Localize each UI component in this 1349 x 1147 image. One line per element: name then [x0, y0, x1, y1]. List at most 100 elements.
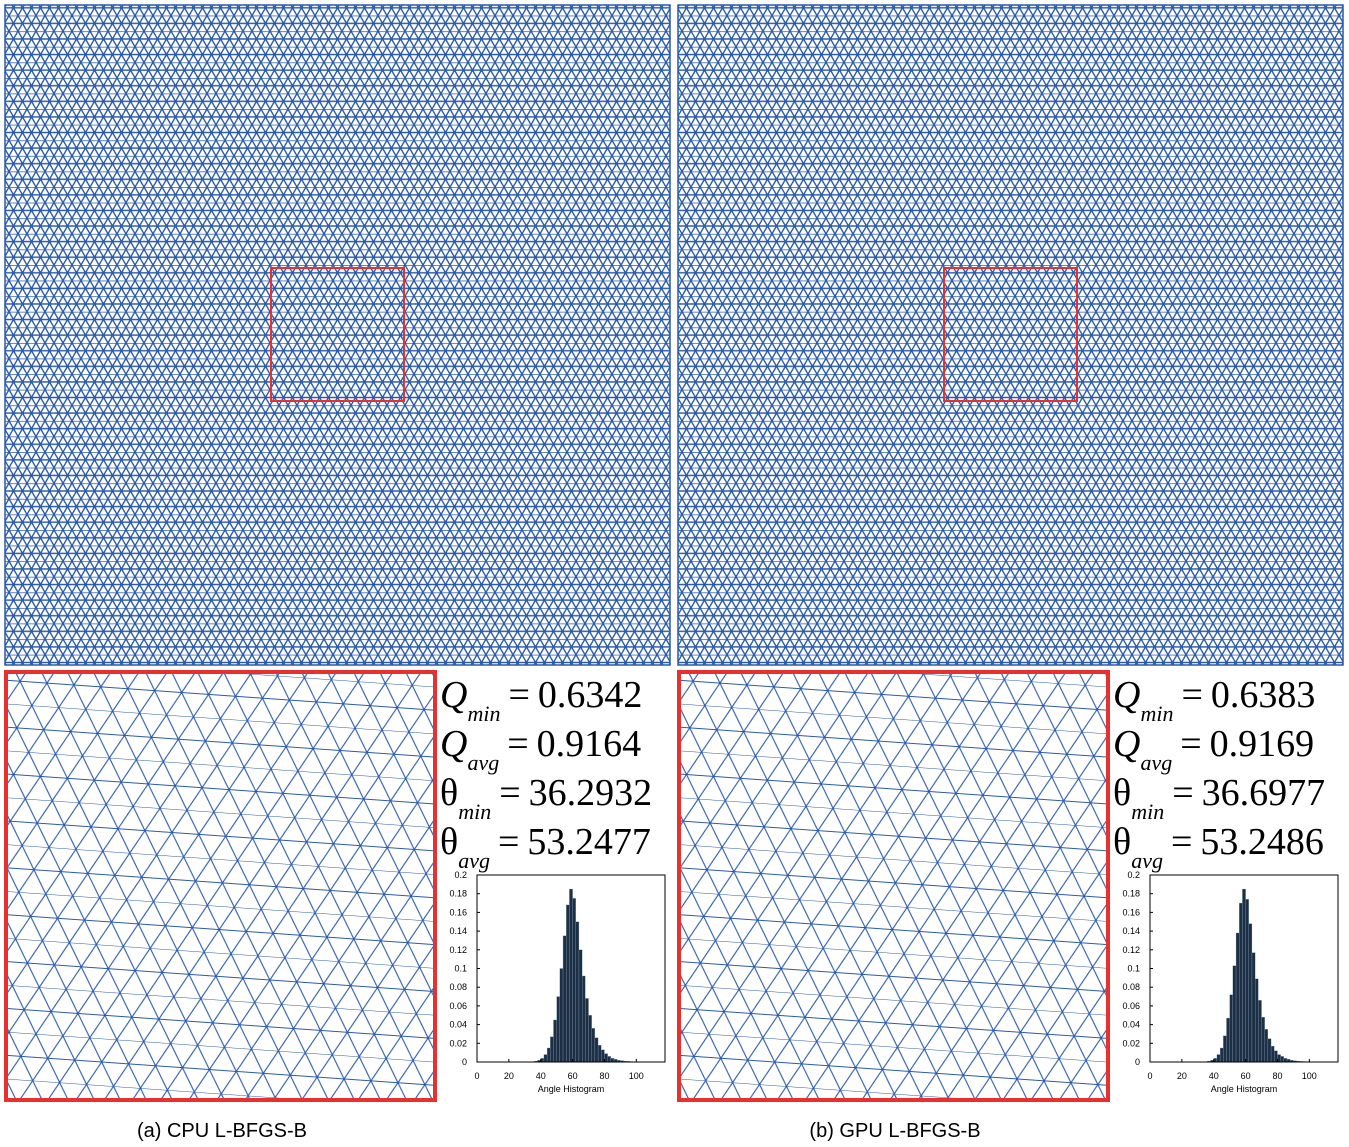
hist-bar [1268, 1039, 1271, 1062]
hist-bar [1258, 1000, 1261, 1062]
y-tick-label: 0 [1135, 1057, 1140, 1067]
y-tick-label: 0.06 [1122, 1001, 1140, 1011]
hist-bar [1230, 995, 1233, 1062]
x-tick-label: 20 [504, 1071, 514, 1081]
x-tick-label: 20 [1177, 1071, 1187, 1081]
hist-bar [1226, 1018, 1229, 1062]
x-tick-label: 60 [1241, 1071, 1251, 1081]
stat-subscript: avg [467, 750, 499, 775]
stat-value: 0.9169 [1210, 723, 1315, 765]
caption: (a) CPU L-BFGS-B [137, 1120, 307, 1142]
hist-bar [1249, 924, 1252, 1062]
x-tick-label: 0 [1147, 1071, 1152, 1081]
mesh-zoom [6, 672, 435, 1100]
stat-subscript: min [458, 799, 491, 824]
stat-subscript: min [1131, 799, 1164, 824]
mesh-overview [5, 5, 670, 665]
hist-bar [1281, 1056, 1284, 1062]
hist-bar [1262, 1017, 1265, 1062]
stat: θavg=53.2477 [440, 821, 651, 873]
hist-bar [579, 950, 582, 1062]
y-tick-label: 0.14 [449, 926, 467, 936]
stat: θavg=53.2486 [1113, 821, 1324, 873]
stat: θmin=36.2932 [440, 772, 652, 824]
figure: Qmin=0.6342Qavg=0.9164θmin=36.2932θavg=5… [0, 0, 1349, 1147]
x-axis-label: Angle Histogram [538, 1084, 605, 1094]
hist-bar [1246, 899, 1249, 1062]
stat-relation: = [1180, 723, 1201, 765]
x-tick-label: 80 [1272, 1071, 1282, 1081]
mesh-overview [678, 5, 1343, 665]
hist-bar [582, 976, 585, 1062]
y-tick-label: 0.18 [1122, 889, 1140, 899]
stat-relation: = [508, 674, 529, 716]
y-tick-label: 0.08 [449, 982, 467, 992]
stat-value: 36.2932 [529, 772, 653, 814]
y-tick-label: 0.1 [1127, 964, 1140, 974]
hist-bar [598, 1045, 601, 1062]
hist-bar [595, 1038, 598, 1062]
stat-symbol: Q [440, 723, 467, 765]
hist-bar [1236, 933, 1239, 1062]
caption: (b) GPU L-BFGS-B [809, 1120, 980, 1142]
x-axis-label: Angle Histogram [1211, 1084, 1278, 1094]
stat-relation: = [499, 772, 520, 814]
hist-bar [1239, 903, 1242, 1062]
hist-bar [1284, 1058, 1287, 1062]
stat-relation: = [1181, 674, 1202, 716]
stat: Qavg=0.9169 [1113, 723, 1314, 775]
y-tick-label: 0.2 [1127, 870, 1140, 880]
stat: θmin=36.6977 [1113, 772, 1325, 824]
hist-bar [563, 936, 566, 1062]
stat-value: 53.2477 [527, 821, 651, 863]
y-tick-label: 0.04 [449, 1020, 467, 1030]
hist-bar [1217, 1055, 1220, 1062]
y-tick-label: 0.16 [449, 907, 467, 917]
stat-relation: = [507, 723, 528, 765]
stat-relation: = [1172, 772, 1193, 814]
hist-bar [566, 905, 569, 1062]
stat-symbol: Q [1113, 723, 1140, 765]
stat-symbol: θ [1113, 821, 1131, 863]
y-tick-label: 0.14 [1122, 926, 1140, 936]
y-tick-label: 0 [462, 1057, 467, 1067]
hist-bar [560, 969, 563, 1063]
hist-bar [1223, 1036, 1226, 1062]
hist-bar [544, 1055, 547, 1062]
stat-relation: = [498, 821, 519, 863]
panel: Qmin=0.6342Qavg=0.9164θmin=36.2932θavg=5… [5, 5, 670, 1142]
stat-value: 0.6342 [538, 674, 643, 716]
hist-bar [1220, 1048, 1223, 1062]
hist-bar [1255, 979, 1258, 1062]
stat-value: 0.9164 [537, 723, 642, 765]
stat-value: 53.2486 [1200, 821, 1324, 863]
stat-subscript: min [467, 701, 500, 726]
panel: Qmin=0.6383Qavg=0.9169θmin=36.6977θavg=5… [678, 5, 1343, 1142]
hist-bar [1233, 966, 1236, 1062]
x-tick-label: 40 [1209, 1071, 1219, 1081]
stat-relation: = [1171, 821, 1192, 863]
y-tick-label: 0.02 [1122, 1038, 1140, 1048]
hist-bar [573, 898, 576, 1062]
stat: Qmin =0.6342 [440, 674, 642, 726]
y-tick-label: 0.06 [449, 1001, 467, 1011]
hist-bar [608, 1056, 611, 1062]
hist-bar [576, 922, 579, 1062]
x-tick-label: 100 [1302, 1071, 1317, 1081]
stat-symbol: Q [440, 674, 467, 716]
hist-bar [569, 889, 572, 1062]
y-tick-label: 0.12 [449, 945, 467, 955]
x-tick-label: 100 [629, 1071, 644, 1081]
y-tick-label: 0.2 [454, 870, 467, 880]
y-tick-label: 0.18 [449, 889, 467, 899]
hist-bar [611, 1058, 614, 1062]
y-tick-label: 0.1 [454, 964, 467, 974]
hist-bar [585, 998, 588, 1062]
stat-value: 0.6383 [1211, 674, 1316, 716]
x-tick-label: 0 [474, 1071, 479, 1081]
stat: Qmin=0.6383 [1113, 674, 1315, 726]
y-tick-label: 0.08 [1122, 982, 1140, 992]
x-tick-label: 40 [536, 1071, 546, 1081]
hist-bar [1242, 889, 1245, 1062]
hist-bar [1271, 1046, 1274, 1062]
